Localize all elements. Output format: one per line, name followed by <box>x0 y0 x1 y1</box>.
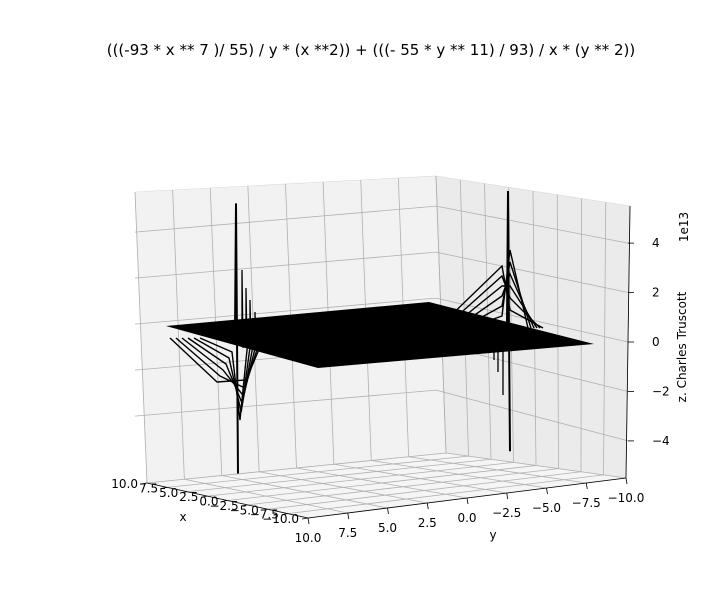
y-tick-label: −10.0 <box>608 491 645 505</box>
x-tick-label: 10.0 <box>111 477 138 491</box>
surface-spike <box>245 287 248 349</box>
floor-gridline-x <box>247 468 559 506</box>
y-tick-label: 7.5 <box>338 526 357 540</box>
y-tick-label: −7.5 <box>572 496 601 510</box>
floor-gridline-y <box>296 467 468 499</box>
x-tick-label: 5.0 <box>159 486 178 500</box>
wall-gridline-vertical <box>172 189 185 480</box>
y-tick-mark <box>585 482 588 490</box>
x-tick-mark <box>221 500 228 502</box>
z-tick-label: 0 <box>652 335 660 349</box>
y-tick-label: 10.0 <box>295 531 322 545</box>
x-tick-mark <box>241 504 248 507</box>
wall-gridline-horizontal <box>134 251 437 279</box>
floor-gridline-x <box>267 471 582 510</box>
surface-spike <box>437 264 544 329</box>
y-axis-label: y <box>489 528 496 542</box>
wall-gridline-horizontal <box>435 389 629 442</box>
x-tick-mark <box>301 517 309 520</box>
surface-spike <box>249 299 252 349</box>
y-tick-mark <box>347 512 350 520</box>
floor-gridline-y <box>333 463 507 494</box>
floor-gridline-y <box>371 460 547 489</box>
chart-title: (((-93 * x ** 7 )/ 55) / y * (x **2)) + … <box>107 41 636 59</box>
surface-spike <box>169 337 264 383</box>
wall-gridline-horizontal <box>134 205 437 233</box>
x-tick-mark <box>181 491 188 494</box>
wall-gridline-vertical <box>580 198 582 472</box>
surface-spike <box>234 203 239 474</box>
y-tick-label: −2.5 <box>492 506 521 520</box>
z-tick-label: −2 <box>652 384 670 398</box>
x-axis-label: x <box>179 510 186 524</box>
x-tick-label: 2.5 <box>179 490 198 504</box>
x-tick-mark <box>201 495 208 498</box>
x-tick-mark <box>261 508 268 511</box>
wall-gridline-horizontal <box>435 205 629 244</box>
y-tick-mark <box>387 507 389 515</box>
x-tick-label: −10.0 <box>262 512 299 526</box>
y-tick-mark <box>426 502 429 510</box>
surface-spike <box>254 311 257 349</box>
y-tick-mark <box>506 492 509 500</box>
floor-gridline-y <box>445 452 627 479</box>
wall-gridline-vertical <box>532 190 537 466</box>
surface-spike <box>241 269 244 349</box>
y-tick-mark <box>625 477 628 485</box>
y-tick-label: −5.0 <box>532 501 561 515</box>
y-tick-mark <box>546 487 548 495</box>
x-tick-label: −2.5 <box>209 499 238 513</box>
axis-ticks: 10.0 7.5 5.0 2.5 0.0−2.5−5.0−7.5−10.010.0 7.5… <box>111 236 669 545</box>
z-tick-label: 2 <box>652 286 660 300</box>
z-offset-label: 1e13 <box>677 212 691 242</box>
z-tick-label: −4 <box>652 434 670 448</box>
y-tick-label: 0.0 <box>457 511 476 525</box>
x-tick-label: −5.0 <box>230 503 259 517</box>
wall-gridline-horizontal <box>134 389 437 417</box>
x-tick-label: −7.5 <box>250 508 279 522</box>
x-tick-mark <box>281 513 288 516</box>
surface-plane <box>166 302 594 368</box>
wall-gridline-vertical <box>134 191 148 484</box>
wall-gridline-vertical <box>556 194 559 469</box>
wall-gridline-vertical <box>603 202 607 475</box>
x-tick-mark <box>140 482 148 485</box>
z-axis-label: z. Charles Truscott <box>675 291 689 402</box>
floor-gridline-y <box>408 456 587 484</box>
y-tick-mark <box>307 517 310 525</box>
z-tick-label: 4 <box>652 236 660 250</box>
wall-gridline-horizontal <box>435 251 629 293</box>
surface-spikes <box>169 190 544 474</box>
floor-gridline-x <box>287 474 604 515</box>
wall-gridline-horizontal <box>134 297 437 325</box>
x-tick-label: 0.0 <box>199 495 218 509</box>
x-tick-mark <box>161 486 168 489</box>
y-tick-label: 5.0 <box>378 521 397 535</box>
x-tick-label: 7.5 <box>139 481 158 495</box>
y-tick-mark <box>466 497 469 505</box>
y-tick-label: 2.5 <box>418 516 437 530</box>
